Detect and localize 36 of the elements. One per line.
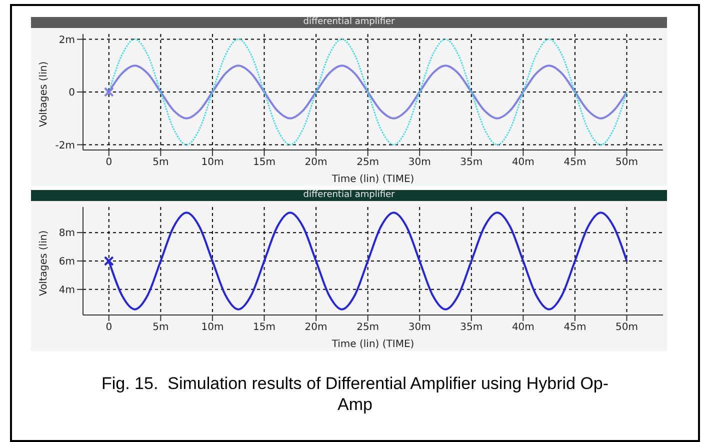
- caption: Fig. 15. Simulation results of Differential Amplifier using Hybrid Op-Amp: [100, 373, 610, 415]
- x-tick-label: 45m: [564, 322, 586, 334]
- x-tick-label: 30m: [408, 322, 431, 334]
- x-tick-label: 15m: [253, 157, 276, 168]
- y-tick-label: 6m: [58, 256, 75, 268]
- x-tick-label: 50m: [616, 322, 638, 334]
- x-tick-label: 0: [106, 322, 112, 334]
- y-axis-title: Voltages (lin): [38, 61, 50, 127]
- y-tick-label: 2m: [58, 34, 75, 46]
- x-tick-label: 20m: [304, 322, 328, 334]
- x-tick-label: 25m: [356, 322, 380, 334]
- y-tick-label: 4m: [58, 284, 75, 296]
- chart-title: differential amplifier: [31, 190, 667, 201]
- x-tick-label: 45m: [564, 157, 586, 168]
- y-tick-label: -2m: [55, 140, 75, 152]
- x-tick-label: 40m: [512, 322, 534, 334]
- line-series: [108, 38, 628, 146]
- x-tick-label: 15m: [253, 322, 276, 334]
- y-tick-label: 8m: [58, 228, 75, 240]
- x-tick-label: 35m: [460, 322, 483, 334]
- x-tick-label: 50m: [616, 157, 638, 168]
- x-tick-label: 35m: [460, 157, 483, 168]
- x-tick-label: 25m: [356, 157, 380, 168]
- x-tick-label: 30m: [408, 157, 431, 168]
- x-axis-title: Time (lin) (TIME): [330, 174, 414, 185]
- x-tick-label: 10m: [201, 322, 224, 334]
- x-tick-label: 5m: [152, 157, 169, 168]
- chart-title: differential amplifier: [31, 17, 667, 28]
- y-tick-label: 0: [68, 88, 75, 99]
- x-tick-label: 10m: [201, 157, 224, 168]
- x-axis-title: Time (lin) (TIME): [330, 339, 414, 350]
- x-tick-label: 5m: [152, 322, 169, 334]
- y-axis-title: Voltages (lin): [38, 230, 50, 296]
- x-tick-label: 40m: [512, 157, 534, 168]
- x-tick-label: 0: [106, 157, 112, 168]
- x-tick-label: 20m: [304, 157, 328, 168]
